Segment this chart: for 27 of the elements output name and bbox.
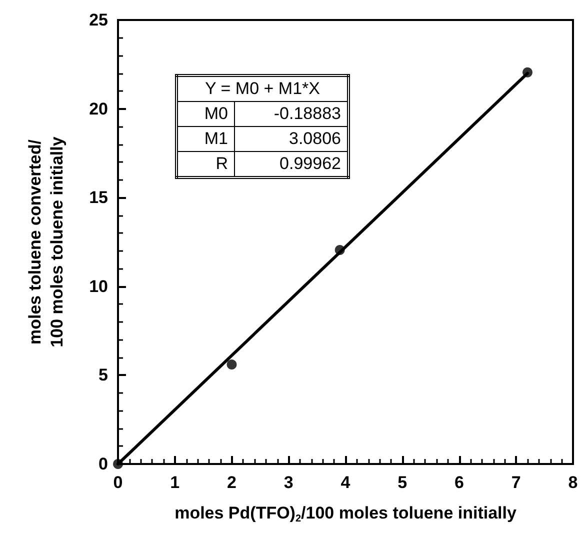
point [113, 459, 123, 469]
y-tick-label: 10 [89, 276, 108, 296]
annotation: Y = M0 + M1*X [176, 76, 348, 102]
y-tick-label: 20 [89, 99, 108, 118]
x-tick-label: 0 [113, 473, 123, 492]
y-tick-label: 5 [98, 366, 108, 385]
annotation: M1 [176, 126, 234, 152]
point [522, 67, 532, 78]
x-tick-label: 7 [511, 473, 521, 492]
y-axis-title: moles toluene converted/ 100 moles toluene initially [26, 136, 66, 348]
point [226, 360, 237, 370]
x-tick-label: 3 [284, 473, 294, 492]
point [334, 244, 345, 255]
x-tick-label: 8 [568, 473, 578, 492]
y-tick-label: 15 [89, 188, 108, 208]
x-tick-label: 5 [398, 473, 408, 492]
annotation: -0.18883 [234, 102, 348, 126]
annotation: M0 [176, 102, 234, 126]
y-tick-label: 0 [98, 454, 108, 474]
x-tick-label: 6 [454, 473, 464, 492]
annotation: 0.99962 [234, 152, 348, 178]
x-tick-label: 4 [340, 473, 351, 492]
x-tick-label: 1 [170, 473, 180, 492]
y-tick-label: 25 [89, 10, 108, 30]
annotation: 3.0806 [234, 126, 348, 152]
annotation: R [176, 152, 234, 178]
x-tick-label: 2 [227, 473, 236, 492]
